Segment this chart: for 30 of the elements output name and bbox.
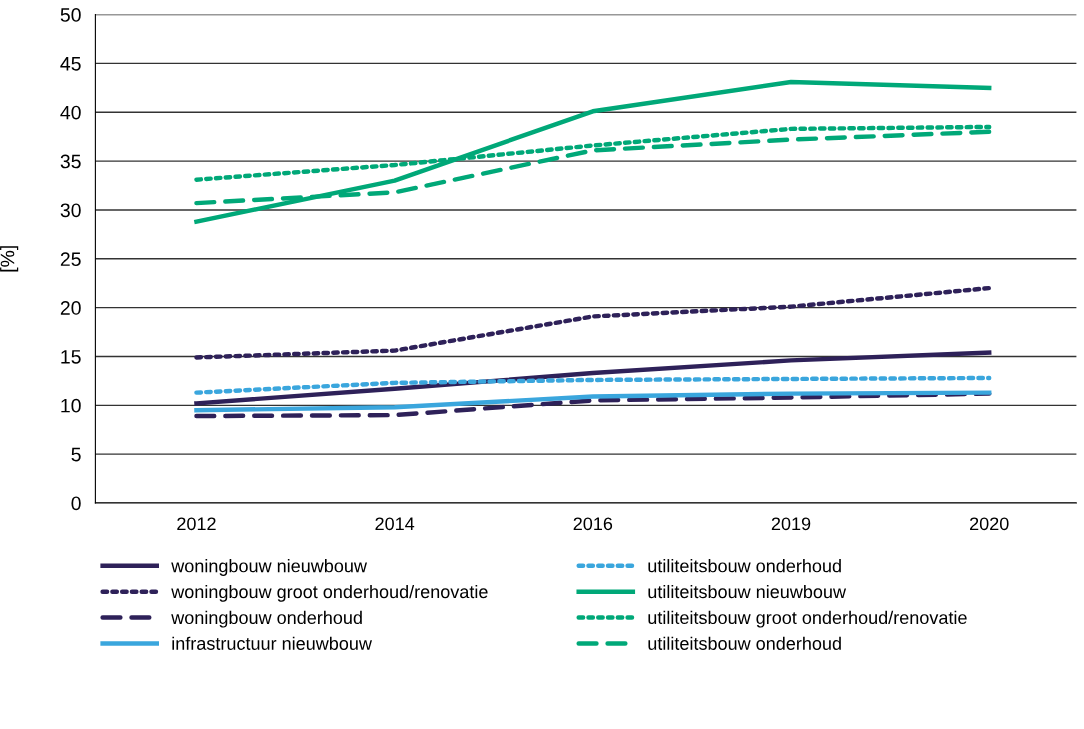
legend-label: infrastructuur nieuwbouw [172,636,372,650]
y-tick-label: 10 [61,398,81,413]
legend-label: utiliteitsbouw onderhoud [648,636,841,650]
y-tick-label: 50 [60,8,81,22]
legend-label: woningbouw groot onderhoud/renovatie [171,584,488,602]
line-series [194,375,992,395]
y-axis-title: [%] [0,246,19,272]
y-tick-label: 40 [60,105,81,120]
y-tick-label: 25 [60,252,81,267]
y-tick-label: 5 [71,447,81,462]
x-tick-label: 2016 [573,517,613,531]
x-tick-label: 2012 [177,517,216,531]
line-series [194,79,992,224]
legend-label: woningbouw nieuwbouw [171,559,368,576]
legend-label: utiliteitsbouw onderhoud [648,559,841,573]
legend-label: utiliteitsbouw nieuwbouw [648,584,847,599]
x-tick-label: 2020 [970,517,1009,531]
x-tick-label: 2019 [771,517,811,531]
line-series [194,350,992,406]
y-tick-label: 20 [60,301,81,315]
y-tick-label: 0 [71,496,81,511]
legend-label: woningbouw onderhoud [171,610,362,628]
y-tick-label: 15 [61,350,81,364]
y-tick-label: 30 [60,203,81,218]
line-series [194,390,992,413]
y-tick-label: 45 [60,57,81,71]
line-series [194,285,992,360]
legend-label: utiliteitsbouw groot onderhoud/renovatie [648,610,967,628]
y-tick-label: 35 [60,154,81,169]
x-tick-label: 2014 [375,517,415,531]
